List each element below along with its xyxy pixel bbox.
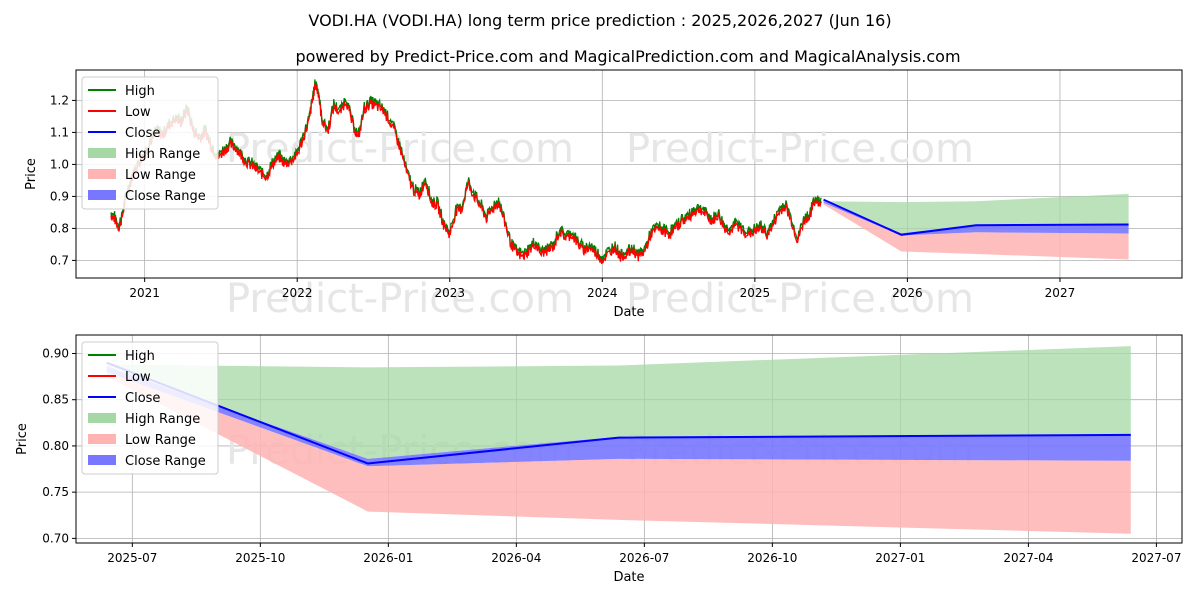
x-tick-label: 2024 bbox=[587, 286, 618, 300]
legend-close-range-swatch bbox=[88, 190, 116, 200]
close-prediction-line bbox=[823, 198, 1129, 236]
legend-label: High bbox=[125, 349, 155, 364]
legend-close-range-swatch bbox=[88, 455, 116, 465]
close-range-band bbox=[823, 201, 1129, 236]
x-axis-label: Date bbox=[613, 570, 644, 585]
x-tick-label: 2027-01 bbox=[875, 551, 925, 565]
legend-low-range-swatch bbox=[88, 169, 116, 179]
axes-frame-top bbox=[75, 69, 1183, 279]
x-tick-label: 2025-07 bbox=[107, 551, 157, 565]
y-tick-label: 0.70 bbox=[42, 531, 69, 545]
x-tick-label: 2026-07 bbox=[619, 551, 669, 565]
legend-label: Close bbox=[125, 391, 160, 406]
legend-label: Low bbox=[125, 105, 151, 120]
x-tick-label: 2027 bbox=[1045, 286, 1076, 300]
legend-high-range-swatch bbox=[88, 413, 116, 423]
low-range-band bbox=[106, 371, 1131, 534]
low-price-line bbox=[110, 83, 822, 265]
high-range-band bbox=[823, 193, 1129, 234]
plot-area-bottom bbox=[106, 346, 1131, 534]
plot-area-top bbox=[110, 79, 1129, 265]
watermark-text: Predict-Price.com bbox=[226, 276, 574, 322]
legend-label: Close Range bbox=[125, 189, 206, 204]
y-tick-label: 1.0 bbox=[50, 157, 69, 171]
chart-title: VODI.HA (VODI.HA) long term price predic… bbox=[308, 11, 891, 30]
panel-bottom: Predict-Price.comPredict-Price.com2025-0… bbox=[15, 334, 1183, 585]
y-tick-label: 1.1 bbox=[50, 125, 69, 139]
y-tick-label: 0.80 bbox=[42, 439, 69, 453]
y-tick-label: 1.2 bbox=[50, 93, 69, 107]
x-axis-label: Date bbox=[613, 305, 644, 320]
legend-label: High bbox=[125, 84, 155, 99]
x-tick-label: 2021 bbox=[129, 286, 160, 300]
watermark-text: Predict-Price.com bbox=[626, 276, 974, 322]
x-tick-label: 2026 bbox=[892, 286, 923, 300]
chart-subtitle: powered by Predict-Price.com and Magical… bbox=[295, 47, 960, 66]
x-tick-label: 2027-07 bbox=[1131, 551, 1181, 565]
legend-label: High Range bbox=[125, 147, 200, 162]
x-tick-label: 2022 bbox=[282, 286, 313, 300]
low-range-band bbox=[823, 202, 1129, 260]
legend-low-range-swatch bbox=[88, 434, 116, 444]
close-range-band bbox=[106, 366, 1131, 467]
x-tick-label: 2026-04 bbox=[491, 551, 541, 565]
legend-label: Close bbox=[125, 126, 160, 141]
axes-frame-bottom bbox=[75, 334, 1183, 544]
close-prediction-line bbox=[106, 361, 1131, 465]
panel-top: Predict-Price.com Predict-Price.com Predic… bbox=[24, 69, 1183, 322]
legend-top: High Low Close High Range Low Range Close Ran… bbox=[81, 76, 219, 210]
x-tick-label: 2023 bbox=[434, 286, 465, 300]
y-tick-label: 0.85 bbox=[42, 393, 69, 407]
watermark-text: Predict-Price.com bbox=[626, 126, 974, 172]
legend-high-range-swatch bbox=[88, 148, 116, 158]
y-tick-label: 0.75 bbox=[42, 485, 69, 499]
legend-bottom: High Low Close High Range Low Range Close Ran… bbox=[81, 341, 219, 475]
y-axis-label: Price bbox=[24, 158, 39, 190]
x-tick-label: 2026-10 bbox=[747, 551, 797, 565]
y-tick-label: 0.7 bbox=[50, 253, 69, 267]
legend-label: Low Range bbox=[125, 168, 196, 183]
legend-label: Close Range bbox=[125, 454, 206, 469]
x-tick-label: 2025-10 bbox=[235, 551, 285, 565]
y-tick-label: 0.8 bbox=[50, 221, 69, 235]
high-range-band bbox=[106, 346, 1131, 459]
x-tick-label: 2027-04 bbox=[1003, 551, 1053, 565]
y-axis-label: Price bbox=[15, 423, 30, 455]
x-tick-label: 2026-01 bbox=[363, 551, 413, 565]
y-tick-label: 0.90 bbox=[42, 346, 69, 360]
legend-label: High Range bbox=[125, 412, 200, 427]
y-tick-label: 0.9 bbox=[50, 189, 69, 203]
x-tick-label: 2025 bbox=[740, 286, 771, 300]
legend-label: Low Range bbox=[125, 433, 196, 448]
legend-label: Low bbox=[125, 370, 151, 385]
